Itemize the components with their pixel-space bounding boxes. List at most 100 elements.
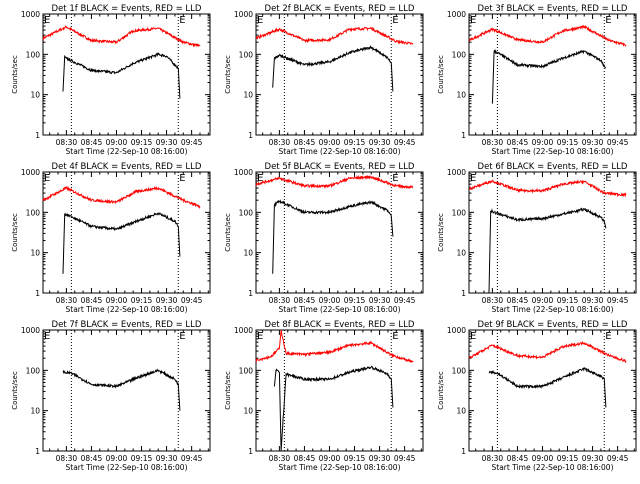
x-tick-label: 08:45: [507, 138, 529, 147]
y-tick-label: 1: [461, 447, 466, 456]
chart-title: Det 1f BLACK = Events, RED = LLD: [52, 4, 202, 14]
x-tick-label: 09:30: [582, 138, 604, 147]
y-axis-label: Counts/sec: [437, 213, 445, 252]
x-tick-label: 08:30: [56, 138, 78, 147]
y-tick-label: 1: [248, 289, 253, 298]
y-tick-label: 10: [243, 91, 253, 100]
e-marker: E: [605, 15, 611, 26]
e-marker: E: [44, 15, 50, 26]
y-tick-label: 1: [248, 447, 253, 456]
y-tick-label: 10: [30, 249, 40, 258]
series-line-red: [42, 185, 201, 209]
y-tick-label: 1000: [234, 168, 253, 177]
e-marker: E: [470, 15, 476, 26]
y-tick-label: 100: [26, 366, 41, 375]
plot-frame: [42, 329, 211, 452]
y-tick-label: 100: [239, 208, 254, 217]
x-tick-label: 09:15: [344, 296, 366, 305]
series-line-black: [488, 207, 607, 294]
x-tick-label: 08:30: [269, 454, 291, 463]
y-axis-label: Counts/sec: [224, 55, 232, 94]
chart-title: Det 4f BLACK = Events, RED = LLD: [52, 162, 202, 172]
x-axis-label: Start Time (22-Sep-10 08:16:00): [279, 463, 401, 472]
x-tick-label: 09:00: [319, 454, 341, 463]
series-line-black: [272, 44, 394, 92]
y-axis-label: Counts/sec: [11, 55, 19, 94]
x-axis-label: Start Time (22-Sep-10 08:16:00): [492, 305, 614, 314]
x-tick-label: 08:45: [294, 454, 316, 463]
x-tick-label: 09:30: [369, 138, 391, 147]
plot-frame: [255, 329, 424, 452]
y-tick-label: 100: [452, 50, 467, 59]
x-axis-label: Start Time (22-Sep-10 08:16:00): [66, 305, 188, 314]
x-tick-label: 09:30: [156, 296, 178, 305]
y-tick-label: 1000: [21, 326, 40, 335]
x-tick-label: 09:45: [607, 296, 629, 305]
y-tick-label: 1000: [447, 168, 466, 177]
e-marker: E: [179, 173, 185, 184]
x-tick-label: 09:00: [532, 138, 554, 147]
x-tick-label: 09:45: [607, 138, 629, 147]
x-axis-label: Start Time (22-Sep-10 08:16:00): [279, 147, 401, 156]
chart-panel-2: Det 2f BLACK = Events, RED = LLD 1 10 100 10…: [224, 4, 424, 156]
x-tick-label: 09:15: [557, 296, 579, 305]
x-tick-label: 09:00: [106, 454, 128, 463]
e-marker: E: [44, 173, 50, 184]
y-tick-label: 10: [456, 407, 466, 416]
chart-panel-3: Det 3f BLACK = Events, RED = LLD 1 10 100 10…: [437, 4, 637, 156]
chart-title: Det 8f BLACK = Events, RED = LLD: [265, 320, 415, 330]
chart-panel-1: Det 1f BLACK = Events, RED = LLD 1 10 100 10…: [11, 4, 211, 156]
x-tick-label: 08:45: [81, 138, 103, 147]
y-tick-label: 10: [30, 91, 40, 100]
y-tick-label: 1000: [21, 10, 40, 19]
chart-panel-6: Det 6f BLACK = Events, RED = LLD 1 10 100 10…: [437, 162, 637, 314]
y-tick-label: 1: [35, 447, 40, 456]
x-axis-label: Start Time (22-Sep-10 08:16:00): [492, 463, 614, 472]
x-tick-label: 09:30: [582, 454, 604, 463]
x-axis-label: Start Time (22-Sep-10 08:16:00): [66, 147, 188, 156]
x-tick-label: 09:15: [344, 454, 366, 463]
series-line-red: [468, 179, 627, 198]
chart-panel-9: Det 9f BLACK = Events, RED = LLD 1 10 100 10…: [437, 320, 637, 472]
x-tick-label: 09:00: [106, 138, 128, 147]
y-tick-label: 10: [30, 407, 40, 416]
y-tick-label: 10: [243, 407, 253, 416]
series-line-black: [491, 49, 607, 104]
e-marker: E: [605, 173, 611, 184]
chart-panel-8: Det 8f BLACK = Events, RED = LLD 1 10 100 10…: [224, 320, 424, 472]
e-marker: E: [257, 15, 263, 26]
e-marker: E: [179, 331, 185, 342]
y-tick-label: 100: [239, 366, 254, 375]
plot-frame: [42, 171, 211, 294]
x-tick-label: 09:30: [369, 296, 391, 305]
x-tick-label: 09:00: [106, 296, 128, 305]
x-tick-label: 08:30: [56, 454, 78, 463]
x-tick-label: 09:15: [131, 138, 153, 147]
x-tick-label: 08:45: [81, 296, 103, 305]
y-tick-label: 1000: [234, 10, 253, 19]
y-axis-label: Counts/sec: [11, 213, 19, 252]
y-axis-label: Counts/sec: [437, 371, 445, 410]
x-tick-label: 09:45: [394, 296, 416, 305]
plot-frame: [468, 171, 637, 294]
x-tick-label: 09:00: [319, 296, 341, 305]
y-tick-label: 100: [26, 50, 41, 59]
chart-title: Det 6f BLACK = Events, RED = LLD: [478, 162, 628, 172]
x-tick-label: 09:15: [344, 138, 366, 147]
y-tick-label: 100: [452, 366, 467, 375]
x-tick-label: 09:30: [156, 138, 178, 147]
x-tick-label: 09:45: [607, 454, 629, 463]
x-tick-label: 09:15: [131, 296, 153, 305]
x-tick-label: 08:45: [507, 296, 529, 305]
series-line-red: [255, 174, 414, 190]
y-axis-label: Counts/sec: [437, 55, 445, 94]
y-tick-label: 100: [239, 50, 254, 59]
e-marker: E: [470, 173, 476, 184]
plot-frame: [255, 171, 424, 294]
x-axis-label: Start Time (22-Sep-10 08:16:00): [279, 305, 401, 314]
x-tick-label: 09:30: [156, 454, 178, 463]
x-tick-label: 09:15: [557, 138, 579, 147]
series-line-red: [42, 25, 201, 48]
x-tick-label: 08:30: [56, 296, 78, 305]
chart-title: Det 7f BLACK = Events, RED = LLD: [52, 320, 202, 330]
